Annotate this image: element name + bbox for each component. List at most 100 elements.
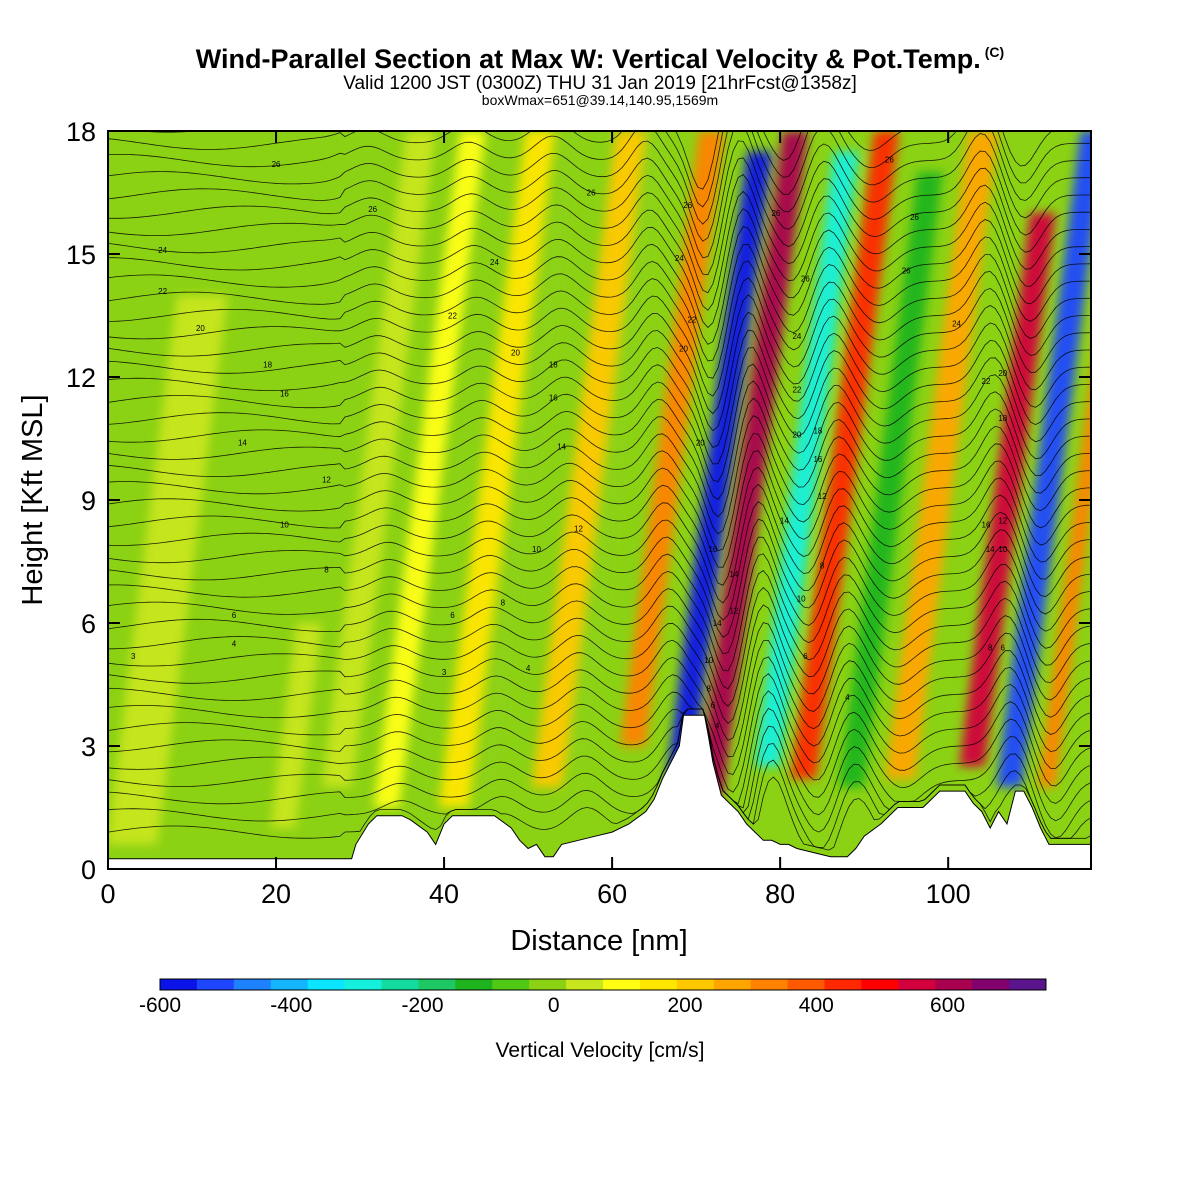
theta-contour-label: 22 [982, 377, 991, 386]
colorbar-swatch [381, 979, 419, 990]
theta-contour-label: 4 [232, 640, 237, 649]
x-tick-label: 80 [765, 879, 795, 909]
x-tick-label: 100 [926, 879, 971, 909]
colorbar-swatch [344, 979, 382, 990]
colorbar-swatch [492, 979, 530, 990]
x-axis-label: Distance [nm] [510, 925, 687, 957]
theta-contour-line [108, 707, 1091, 809]
velocity-band-5 [477, 131, 583, 787]
theta-contour-label: 26 [272, 160, 281, 169]
axes: 0 20 40 60 80 100 0 3 6 9 12 15 18 [66, 117, 1091, 909]
colorbar-swatch [824, 979, 862, 990]
theta-contour-line [108, 131, 1091, 225]
x-tick-label: 60 [597, 879, 627, 909]
colorbar-swatch [935, 979, 973, 990]
y-tick-label: 12 [66, 363, 96, 393]
colorbar-swatch [529, 979, 567, 990]
theta-contour-label: 12 [998, 517, 1007, 526]
theta-contour-line [108, 131, 1091, 208]
theta-contour-label: 8 [706, 685, 711, 694]
y-tick-label: 9 [81, 486, 96, 516]
theta-contour-label: 20 [679, 344, 688, 353]
theta-contour-label: 24 [158, 246, 167, 255]
theta-contour-label: 6 [232, 611, 237, 620]
theta-contour-labels: 3468101214161820222426263684101214161820… [131, 156, 1008, 731]
theta-contour-label: 14 [729, 570, 738, 579]
theta-contour-line [108, 397, 1091, 518]
velocity-band-14 [885, 131, 998, 779]
velocity-band-7 [566, 131, 670, 767]
theta-contour-line [108, 208, 1091, 329]
theta-contour-label: 22 [448, 312, 457, 321]
colorbar-swatch [160, 979, 198, 990]
theta-contour-label: 22 [158, 287, 167, 296]
theta-contour-label: 24 [792, 332, 801, 341]
theta-contour-label: 12 [818, 492, 827, 501]
theta-contour-line [108, 708, 1091, 839]
theta-contour-label: 10 [532, 545, 541, 554]
copyright-mark: (C) [984, 44, 1005, 60]
theta-contour-line [108, 622, 1091, 741]
velocity-band-0 [108, 295, 228, 845]
colorbar-tick-label: -600 [139, 994, 181, 1017]
colorbar-swatch [233, 979, 272, 990]
theta-contour-line [108, 190, 1091, 311]
colorbar-swatch [787, 979, 825, 990]
theta-contour-line [108, 708, 1091, 822]
theta-contour-label: 3 [131, 652, 136, 661]
theta-contour-line [108, 294, 1091, 415]
theta-contour-label: 20 [792, 430, 801, 439]
theta-contour-label: 14 [986, 545, 995, 554]
colorbar-swatch [307, 979, 346, 990]
theta-contour-label: 20 [998, 369, 1007, 378]
theta-contour-label: 16 [982, 521, 991, 530]
y-tick-label: 3 [81, 732, 96, 762]
theta-contour-label: 8 [501, 599, 506, 608]
theta-contour-label: 26 [587, 189, 596, 198]
theta-contour-label: 18 [813, 426, 822, 435]
theta-contour-line [108, 415, 1091, 535]
theta-contour-line [108, 140, 1091, 259]
velocity-band-8 [620, 131, 725, 746]
theta-contour-line [108, 131, 1091, 242]
velocity-band-6 [532, 131, 646, 787]
colorbar-swatch [196, 979, 235, 990]
theta-contour-line [108, 500, 1091, 621]
theta-contour-line [108, 347, 1091, 465]
theta-contour-line [108, 536, 1091, 655]
theta-contour-label: 12 [574, 525, 583, 534]
chart-title: Wind-Parallel Section at Max W: Vertical… [0, 44, 1200, 75]
velocity-band-16 [996, 131, 1091, 787]
theta-contour-label: 8 [820, 562, 825, 571]
theta-contour-line [108, 656, 1091, 775]
colorbar-swatch [1009, 979, 1047, 990]
theta-contour-line [108, 433, 1091, 552]
theta-contour-line [108, 604, 1091, 725]
theta-contour-line [108, 226, 1091, 345]
theta-contour-label: 16 [549, 394, 558, 403]
theta-contour-line [108, 518, 1091, 638]
colorbar-tick-label: 400 [799, 994, 834, 1017]
theta-contour-label: 4 [715, 722, 720, 731]
theta-contour-label: 16 [280, 389, 289, 398]
colorbar-tick-label: 600 [930, 994, 965, 1017]
colorbar-swatch [750, 979, 789, 990]
theta-contour-label: 18 [998, 414, 1007, 423]
theta-contour-line [108, 673, 1091, 793]
theta-contour-line [108, 380, 1091, 501]
theta-contour-label: 18 [549, 361, 558, 370]
theta-contour-label: 14 [780, 517, 789, 526]
x-tick-label: 40 [429, 879, 459, 909]
velocity-band-3 [373, 131, 486, 808]
y-tick-label: 0 [81, 855, 96, 885]
theta-contour-label: 6 [803, 652, 808, 661]
colorbar-label: Vertical Velocity [cm/s] [496, 1039, 705, 1062]
theta-contour-label: 24 [952, 320, 961, 329]
colorbar-swatch [455, 979, 493, 990]
theta-contour-label: 10 [998, 545, 1007, 554]
theta-contour-label: 20 [696, 439, 705, 448]
velocity-band-17 [1038, 376, 1091, 787]
theta-contour-label: 6 [450, 611, 455, 620]
theta-contour-line [108, 569, 1091, 690]
